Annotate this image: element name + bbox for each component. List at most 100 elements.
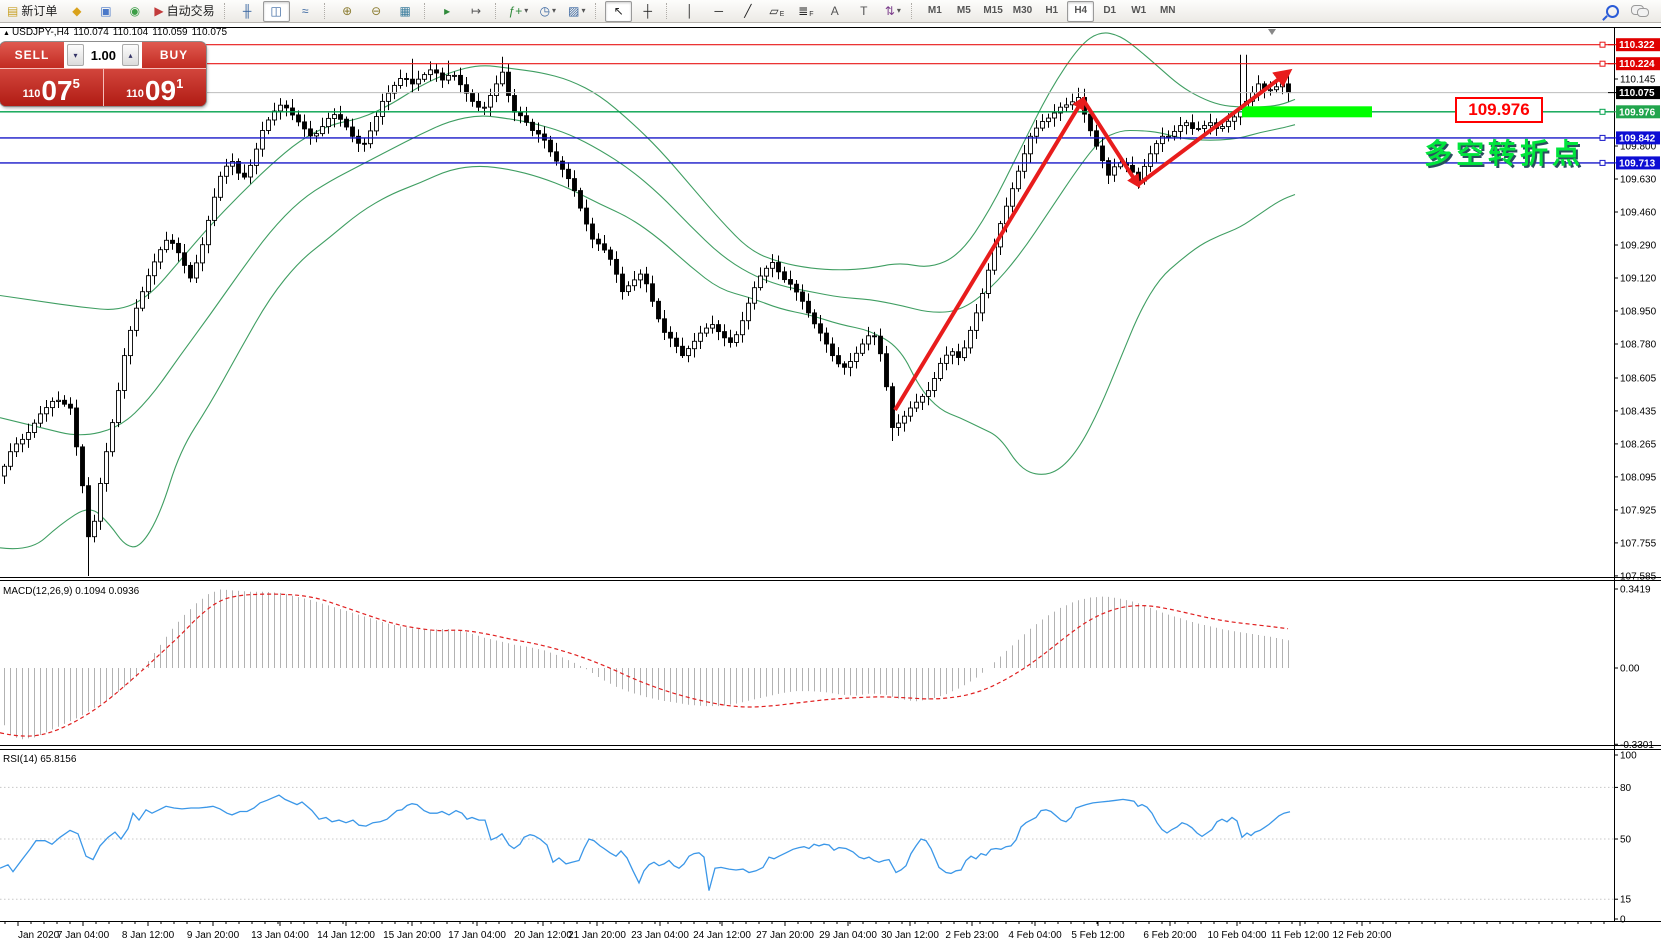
market-watch-icon: ◉: [129, 4, 141, 18]
timeframe-m1-button[interactable]: M1: [921, 1, 948, 22]
chevron-down-icon[interactable]: ▾: [896, 6, 901, 15]
timeframe-m15-button-label: M15: [983, 5, 1003, 16]
trendline-icon: ╱: [744, 4, 752, 18]
support-zone-rect[interactable]: [1242, 106, 1372, 118]
timeframe-h1-button[interactable]: H1: [1038, 1, 1065, 22]
chevron-down-icon[interactable]: ▾: [552, 6, 557, 15]
fibonacci-icon: ≣: [798, 4, 809, 18]
timeframe-mn-button[interactable]: MN: [1154, 1, 1181, 22]
profiles-button[interactable]: ◆: [63, 1, 90, 22]
one-click-trading-panel: SELL ▾ 1.00 ▴ BUY 110 07 5 110 09 1: [0, 42, 206, 106]
chat-icon[interactable]: [1631, 5, 1649, 17]
trendline-button[interactable]: ╱: [734, 1, 761, 22]
icon-subscript: E: [779, 10, 785, 18]
line-handle: [1599, 41, 1606, 48]
price-chart-canvas[interactable]: 110.145 109.800 109.630 109.460 109.290 109.1…: [0, 22, 1661, 948]
svg-text:109.290: 109.290: [1620, 241, 1657, 252]
text-button[interactable]: A: [821, 1, 848, 22]
new-order-button-label: 新订单: [21, 4, 58, 18]
macd-signal-line: [0, 593, 1289, 737]
timeframe-w1-button[interactable]: W1: [1125, 1, 1152, 22]
timeframe-d1-button[interactable]: D1: [1096, 1, 1123, 22]
time-label: 2 Feb 23:00: [945, 930, 999, 941]
auto-trading-icon: ▶: [154, 4, 164, 18]
timeframe-h1-button-label: H1: [1045, 5, 1059, 16]
vertical-line-button[interactable]: │: [676, 1, 703, 22]
annotation-cn-text[interactable]: 多空转折点: [1424, 138, 1585, 169]
cursor-button[interactable]: ↖: [605, 0, 633, 22]
bar-chart-icon: ╫: [242, 4, 252, 18]
timeframe-m15-button[interactable]: M15: [979, 1, 1006, 22]
crosshair-button[interactable]: ┼: [634, 1, 661, 22]
periods-button[interactable]: ◷ ▾: [534, 1, 561, 22]
svg-text:15: 15: [1620, 895, 1632, 906]
bollinger-bands: [0, 32, 1296, 550]
auto-trading-button[interactable]: ▶ 自动交易: [150, 1, 218, 22]
auto-scroll-button[interactable]: ▸: [434, 1, 461, 22]
horizontal-line-button[interactable]: ─: [705, 1, 732, 22]
indicators-button[interactable]: ƒ+ ▾: [505, 1, 533, 22]
time-label: 9 Jan 20:00: [187, 930, 240, 941]
price-badge-109.713: [1616, 156, 1660, 170]
chart-shift-marker[interactable]: [1268, 29, 1276, 35]
sell-price[interactable]: 110 07 5: [0, 69, 104, 106]
sell-button[interactable]: SELL: [0, 42, 64, 68]
buy-button[interactable]: BUY: [142, 42, 206, 68]
trend-arrow[interactable]: [893, 68, 1293, 412]
svg-text:108.950: 108.950: [1620, 307, 1657, 318]
candlestick-chart-button[interactable]: ◫: [262, 0, 290, 22]
timeframe-m30-button[interactable]: M30: [1009, 1, 1036, 22]
price-badge-109.976: [1616, 105, 1660, 119]
annotation-price-box[interactable]: 109.976: [1455, 97, 1543, 123]
svg-text:109.800: 109.800: [1620, 142, 1657, 153]
equidistant-channel-button[interactable]: ▱ E: [763, 1, 790, 22]
zoom-out-button[interactable]: ⊖: [363, 1, 390, 22]
close-value: 110.075: [191, 27, 227, 38]
time-label: 20 Jan 12:00: [514, 930, 572, 941]
templates-button[interactable]: ▨ ▾: [563, 1, 590, 22]
cursor-icon: ↖: [613, 4, 624, 18]
tile-windows-button[interactable]: ▦: [392, 1, 419, 22]
svg-text:110.075: 110.075: [1619, 88, 1655, 99]
timeframe-h4-button[interactable]: H4: [1067, 0, 1095, 22]
volume-decrease-button[interactable]: ▾: [67, 44, 84, 66]
volume-box: ▾ 1.00 ▴: [64, 42, 142, 68]
arrows-button[interactable]: ⇅ ▾: [879, 1, 906, 22]
pane-frames: [0, 27, 1661, 922]
chevron-down-icon[interactable]: ▾: [581, 6, 586, 15]
tile-windows-icon: ▦: [399, 4, 411, 18]
timeframe-m5-button[interactable]: M5: [950, 1, 977, 22]
buy-price[interactable]: 110 09 1: [103, 69, 206, 106]
search-icon[interactable]: [1606, 4, 1619, 18]
chart-shift-button[interactable]: ↦: [463, 1, 490, 22]
time-label: 21 Jan 20:00: [568, 930, 626, 941]
chart-area[interactable]: 110.145 109.800 109.630 109.460 109.290 109.1…: [0, 22, 1661, 948]
chevron-down-icon[interactable]: ▾: [524, 6, 529, 15]
svg-text:109.713: 109.713: [1619, 158, 1656, 169]
line-chart-button[interactable]: ≈: [292, 1, 319, 22]
fibonacci-button[interactable]: ≣ F: [792, 1, 819, 22]
icon-subscript: F: [809, 10, 814, 18]
time-label: 15 Jan 20:00: [383, 930, 441, 941]
line-handle: [1599, 134, 1606, 141]
volume-input[interactable]: 1.00: [90, 47, 116, 63]
svg-text:108.265: 108.265: [1620, 439, 1657, 450]
open-chart-button[interactable]: ▣: [92, 1, 119, 22]
bar-chart-button[interactable]: ╫: [234, 1, 261, 22]
new-order-button[interactable]: ▤ 新订单: [3, 1, 61, 22]
svg-text:100: 100: [1620, 751, 1637, 762]
low-value: 110.059: [152, 27, 188, 38]
price-badge-110.075: [1616, 86, 1660, 100]
horizontal-lines[interactable]: [0, 41, 1614, 166]
timeframe-w1-button-label: W1: [1131, 5, 1147, 16]
volume-increase-button[interactable]: ▴: [122, 44, 139, 66]
svg-text:50: 50: [1620, 835, 1632, 846]
time-label: 11 Feb 12:00: [1271, 930, 1330, 941]
zoom-in-button[interactable]: ⊕: [334, 1, 361, 22]
price-badge-109.842: [1616, 131, 1660, 145]
equidistant-channel-icon: ▱: [769, 4, 779, 18]
text-label-button[interactable]: T: [850, 1, 877, 22]
market-watch-button[interactable]: ◉: [121, 1, 148, 22]
time-label: 6 Feb 20:00: [1143, 930, 1197, 941]
